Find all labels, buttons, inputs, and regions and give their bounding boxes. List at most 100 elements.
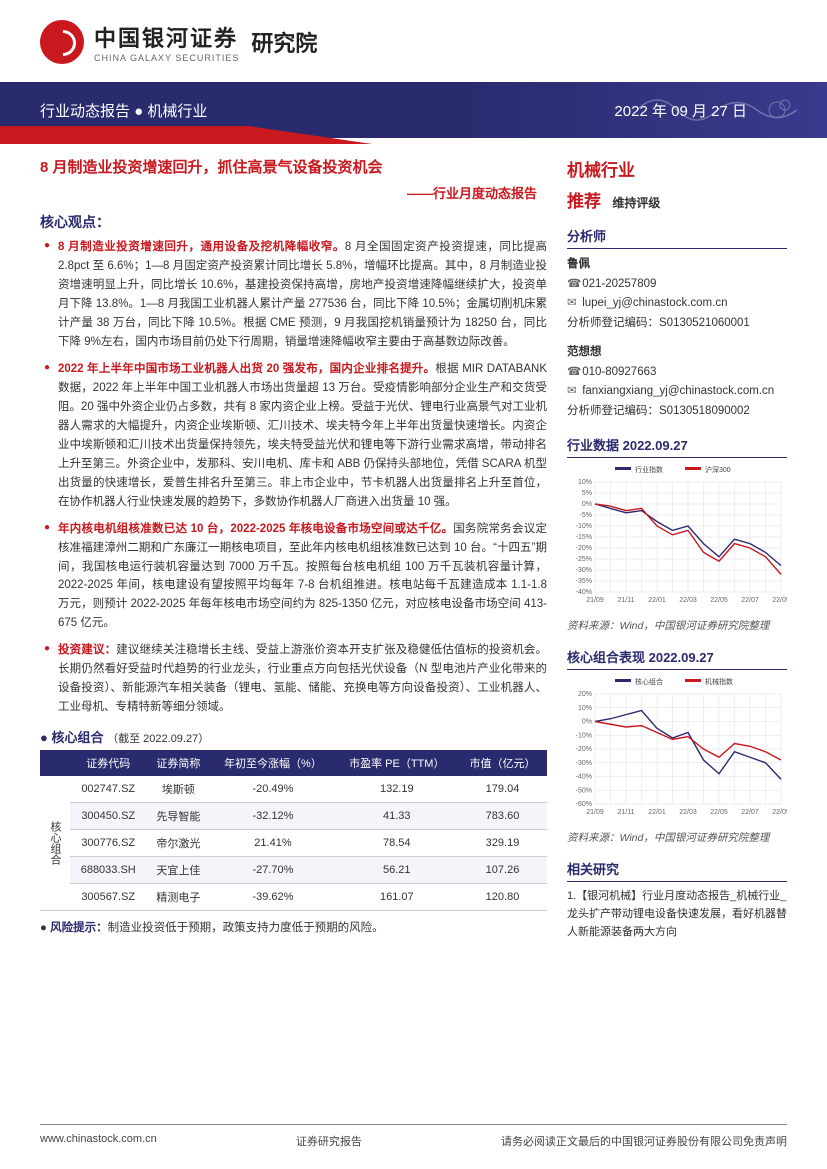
company-name-cn: 中国银河证券 — [94, 21, 239, 53]
point-lead: 投资建议： — [58, 644, 116, 656]
table-cell: 329.19 — [458, 830, 547, 857]
mail-icon: ✉ — [567, 382, 579, 402]
banner-category: 行业动态报告 ● 机械行业 — [40, 100, 614, 121]
svg-text:-40%: -40% — [576, 589, 592, 596]
related-list: 1.【银河机械】行业月度动态报告_机械行业_龙头扩产带动锂电设备快速发展，看好机… — [567, 888, 787, 941]
svg-text:21/09: 21/09 — [586, 809, 604, 816]
svg-text:-35%: -35% — [576, 578, 592, 585]
chart2-box: -60%-50%-40%-30%-20%-10%0%10%20%21/0921/… — [567, 676, 787, 826]
analyst-tel: ☎ 021-20257809 — [567, 275, 787, 295]
header: 中国银河证券 CHINA GALAXY SECURITIES 研究院 — [0, 0, 827, 74]
analyst-cert: 分析师登记编码：S0130518090002 — [567, 402, 787, 422]
svg-text:22/05: 22/05 — [710, 809, 728, 816]
svg-text:核心组合: 核心组合 — [635, 677, 663, 686]
svg-text:22/07: 22/07 — [741, 809, 759, 816]
table-col-header: 证券简称 — [146, 750, 210, 776]
svg-text:21/11: 21/11 — [618, 597, 635, 604]
chart1-title: 行业数据 2022.09.27 — [567, 435, 787, 458]
svg-text:-30%: -30% — [576, 567, 592, 574]
svg-text:-15%: -15% — [576, 534, 592, 541]
analysts-block: 鲁佩☎ 021-20257809✉ lupei_yj@chinastock.co… — [567, 255, 787, 421]
svg-text:21/11: 21/11 — [618, 809, 635, 816]
point-body: 建议继续关注稳增长主线、受益上游涨价资本开支扩张及稳健低估值标的投资机会。长期仍… — [58, 644, 547, 713]
table-cell: -27.70% — [210, 857, 335, 884]
analyst-block: 鲁佩☎ 021-20257809✉ lupei_yj@chinastock.co… — [567, 255, 787, 333]
side-column: 机械行业 推荐 维持评级 分析师 鲁佩☎ 021-20257809✉ lupei… — [567, 156, 787, 941]
analyst-name: 范想想 — [567, 343, 787, 363]
rating-recommend: 推荐 — [567, 192, 601, 211]
svg-text:0%: 0% — [582, 501, 592, 508]
table-cell: 56.21 — [336, 857, 458, 884]
related-head: 相关研究 — [567, 859, 787, 882]
svg-text:5%: 5% — [582, 490, 592, 497]
chart1-source: 资料来源：Wind，中国银河证券研究院整理 — [567, 618, 787, 633]
core-combo-chart: -60%-50%-40%-30%-20%-10%0%10%20%21/0921/… — [567, 676, 787, 826]
svg-text:-25%: -25% — [576, 556, 592, 563]
combo-head: ● 核心组合 （截至 2022.09.27） — [40, 727, 547, 746]
related-item: 1.【银河机械】行业月度动态报告_机械行业_龙头扩产带动锂电设备快速发展，看好机… — [567, 888, 787, 941]
combo-head-text: 核心组合 — [51, 730, 103, 745]
report-title: 8 月制造业投资增速回升，抓住高景气设备投资机会 — [40, 156, 547, 177]
table-cell: 帝尔激光 — [146, 830, 210, 857]
table-cell: 161.07 — [336, 884, 458, 911]
rating-maintain: 维持评级 — [612, 196, 660, 210]
table-cell: 132.19 — [336, 776, 458, 803]
table-cell: 78.54 — [336, 830, 458, 857]
company-name-block: 中国银河证券 CHINA GALAXY SECURITIES — [94, 21, 239, 63]
table-cell: 002747.SZ — [70, 776, 146, 803]
analyst-block: 范想想☎ 010-80927663✉ fanxiangxiang_yj@chin… — [567, 343, 787, 421]
svg-text:-20%: -20% — [576, 545, 592, 552]
table-cell: 精测电子 — [146, 884, 210, 911]
point-lead: 2022 年上半年中国市场工业机器人出货 20 强发布，国内企业排名提升。 — [58, 363, 435, 375]
table-cell: 埃斯顿 — [146, 776, 210, 803]
point-body: 根据 MIR DATABANK 数据，2022 年上半年中国工业机器人市场出货量… — [58, 363, 547, 508]
mail-icon: ✉ — [567, 294, 579, 314]
phone-icon: ☎ — [567, 363, 579, 383]
combo-date: （截至 2022.09.27） — [107, 733, 209, 745]
svg-text:-60%: -60% — [576, 801, 592, 808]
core-point-item: 8 月制造业投资增速回升，通用设备及挖机降幅收窄。8 月全国固定资产投资提速，同… — [40, 238, 547, 352]
point-body: 国务院常务会议定核准福建漳州二期和广东廉江一期核电项目，至此年内核电机组核准数已… — [58, 523, 547, 630]
svg-text:22/09: 22/09 — [772, 597, 787, 604]
table-cell: 41.33 — [336, 803, 458, 830]
footer: www.chinastock.com.cn 证券研究报告 请务必阅读正文最后的中… — [40, 1124, 787, 1157]
svg-text:22/07: 22/07 — [741, 597, 759, 604]
analyst-tel: ☎ 010-80927663 — [567, 363, 787, 383]
analyst-mail: ✉ fanxiangxiang_yj@chinastock.com.cn — [567, 382, 787, 402]
table-row: 688033.SH天宜上佳-27.70%56.21107.26 — [40, 857, 547, 884]
table-cell: 先导智能 — [146, 803, 210, 830]
analyst-section-title: 分析师 — [567, 226, 787, 249]
svg-text:22/03: 22/03 — [679, 597, 697, 604]
table-cell: -39.62% — [210, 884, 335, 911]
content-area: 8 月制造业投资增速回升，抓住高景气设备投资机会 ——行业月度动态报告 核心观点… — [0, 138, 827, 951]
footer-url: www.chinastock.com.cn — [40, 1133, 157, 1149]
svg-text:22/05: 22/05 — [710, 597, 728, 604]
core-point-item: 2022 年上半年中国市场工业机器人出货 20 强发布，国内企业排名提升。根据 … — [40, 360, 547, 512]
svg-text:22/03: 22/03 — [679, 809, 697, 816]
table-cell: 300450.SZ — [70, 803, 146, 830]
table-cell: -20.49% — [210, 776, 335, 803]
svg-text:10%: 10% — [578, 705, 592, 712]
main-column: 8 月制造业投资增速回升，抓住高景气设备投资机会 ——行业月度动态报告 核心观点… — [40, 156, 547, 941]
table-row: 300450.SZ先导智能-32.12%41.33783.60 — [40, 803, 547, 830]
svg-text:22/09: 22/09 — [772, 809, 787, 816]
svg-text:-40%: -40% — [576, 774, 592, 781]
svg-text:-10%: -10% — [576, 733, 592, 740]
svg-text:-5%: -5% — [580, 512, 592, 519]
point-body: 8 月全国固定资产投资提速，同比提高 2.8pct 至 6.6%；1—8 月固定… — [58, 241, 547, 348]
point-lead: 年内核电机组核准数已达 10 台，2022-2025 年核电设备市场空间或达千亿… — [58, 523, 453, 535]
table-cell: 21.41% — [210, 830, 335, 857]
core-point-item: 年内核电机组核准数已达 10 台，2022-2025 年核电设备市场空间或达千亿… — [40, 520, 547, 634]
svg-text:行业指数: 行业指数 — [635, 465, 663, 474]
footer-disclaimer: 请务必阅读正文最后的中国银河证券股份有限公司免责声明 — [501, 1133, 787, 1149]
table-cell: 天宜上佳 — [146, 857, 210, 884]
banner: 行业动态报告 ● 机械行业 2022 年 09 月 27 日 — [0, 82, 827, 138]
banner-date: 2022 年 09 月 27 日 — [614, 100, 747, 121]
core-points-list: 8 月制造业投资增速回升，通用设备及挖机降幅收窄。8 月全国固定资产投资提速，同… — [40, 238, 547, 717]
table-cell: 688033.SH — [70, 857, 146, 884]
phone-icon: ☎ — [567, 275, 579, 295]
table-row: 核心组合002747.SZ埃斯顿-20.49%132.19179.04 — [40, 776, 547, 803]
report-subtitle: ——行业月度动态报告 — [40, 183, 547, 202]
institute-label: 研究院 — [251, 26, 317, 58]
side-rating: 推荐 维持评级 — [567, 187, 787, 212]
